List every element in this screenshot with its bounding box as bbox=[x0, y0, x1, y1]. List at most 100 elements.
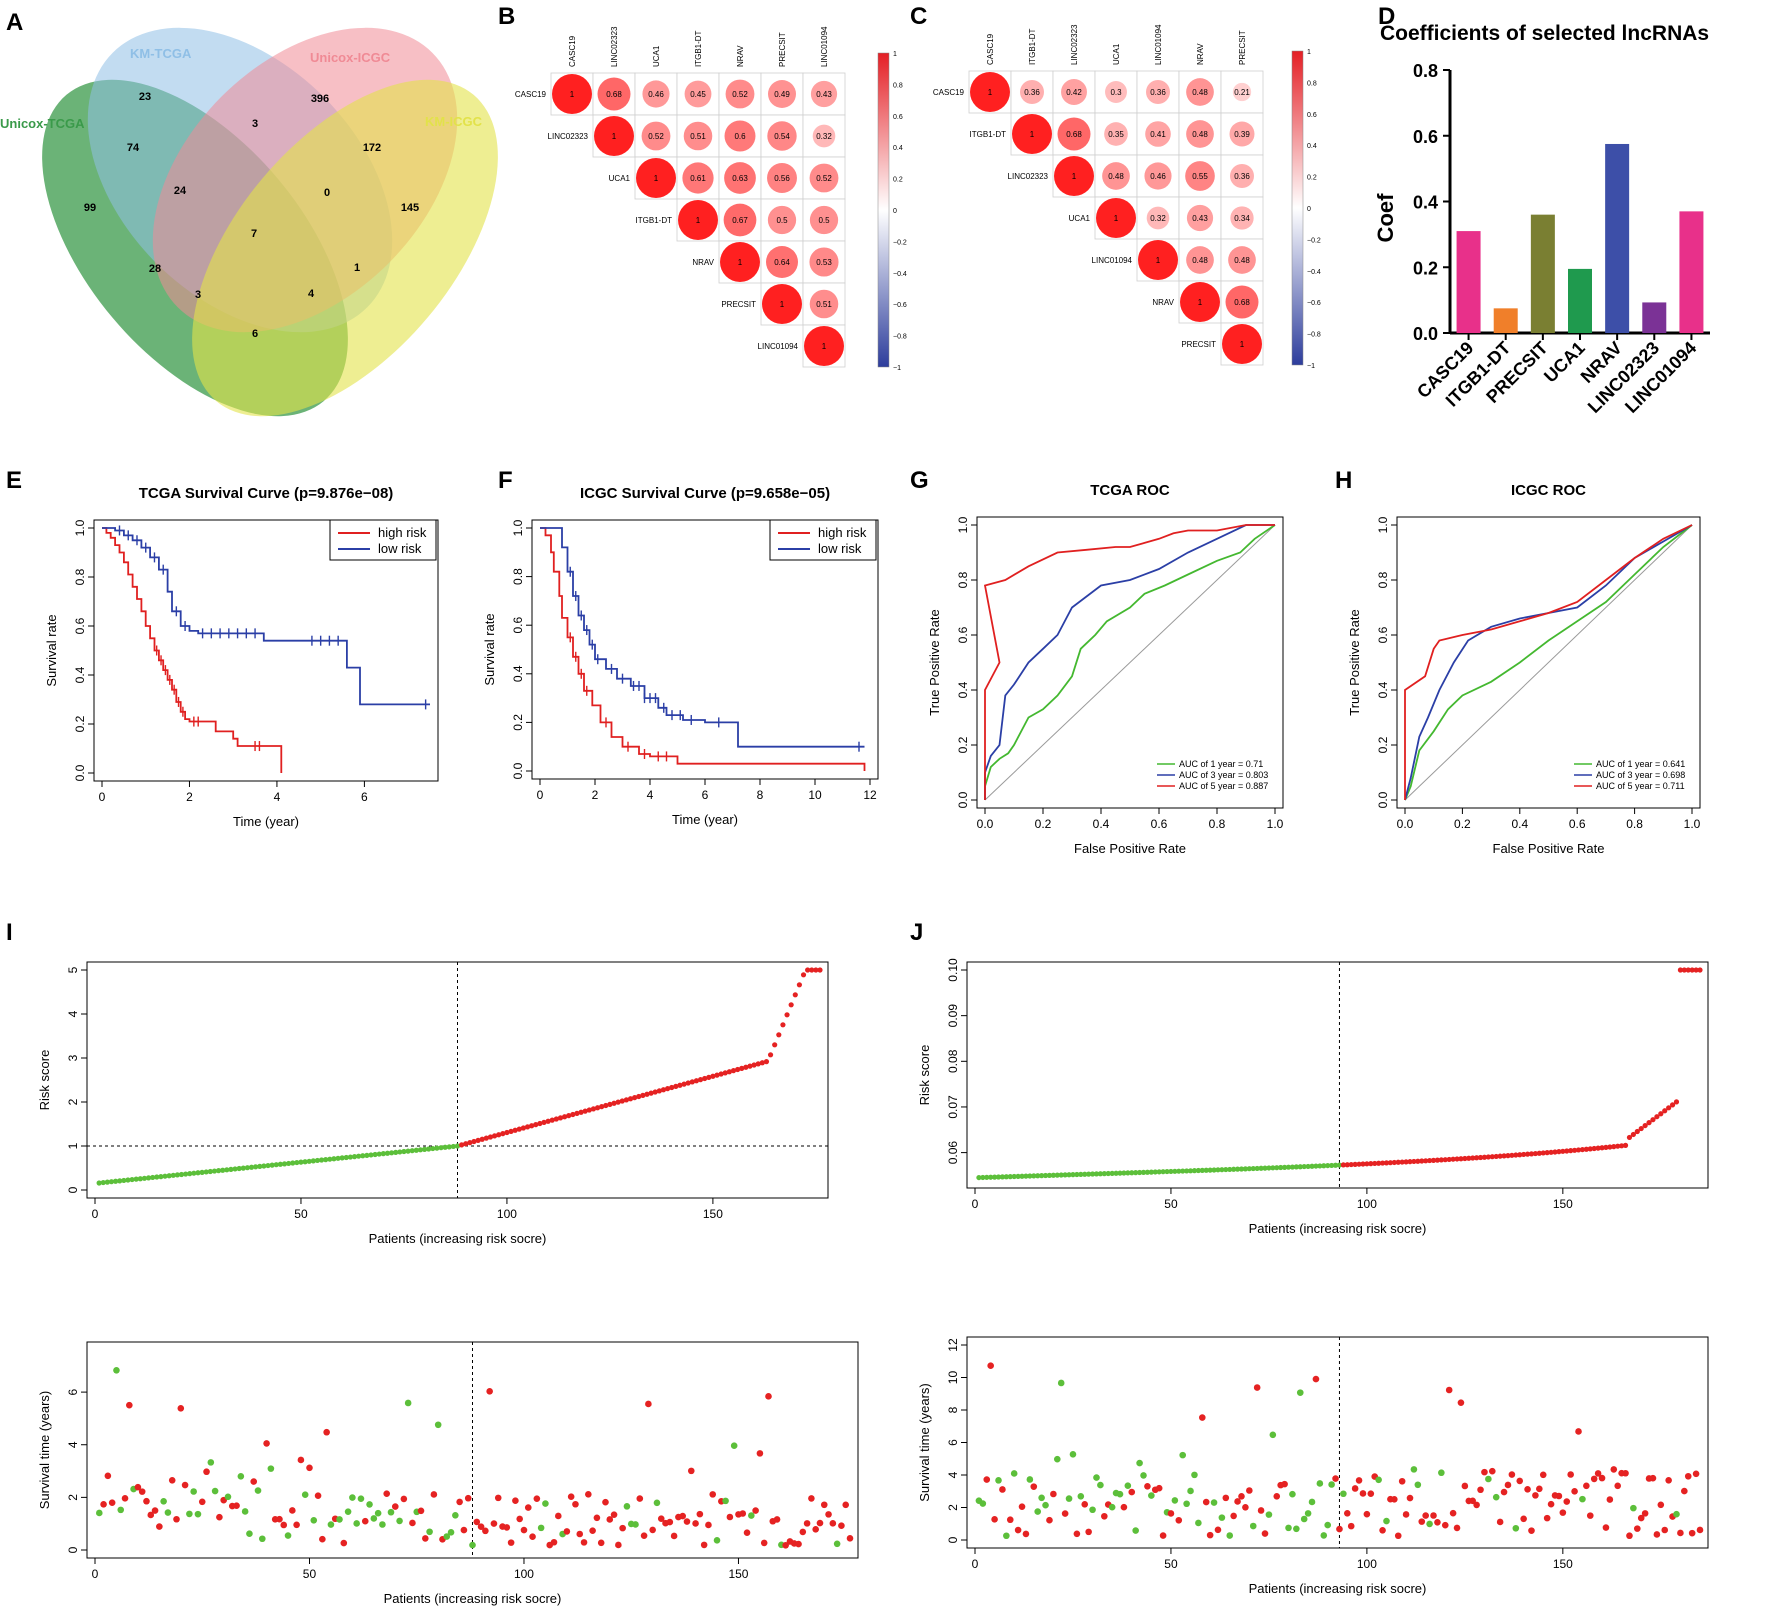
risk-score-point bbox=[516, 1126, 522, 1132]
survival-time-point bbox=[168, 1476, 176, 1484]
risk-score-point bbox=[1136, 1169, 1143, 1176]
risk-score-point bbox=[1356, 1161, 1362, 1167]
survival-time-point bbox=[1359, 1490, 1367, 1497]
corr-circle bbox=[642, 80, 670, 108]
risk-score-point bbox=[203, 1169, 209, 1175]
corr-circle bbox=[1186, 120, 1214, 148]
risk-score-point bbox=[1184, 1168, 1190, 1174]
survival-time-point bbox=[246, 1530, 253, 1538]
risk-score-point bbox=[1117, 1170, 1123, 1176]
survival-time-point bbox=[426, 1528, 433, 1536]
risk-score-point bbox=[1078, 1171, 1084, 1177]
risk-score-point bbox=[788, 1002, 794, 1008]
survival-time-point bbox=[602, 1498, 609, 1506]
corr-value-label: 0.36 bbox=[1150, 88, 1166, 97]
venn-region-count: 6 bbox=[252, 328, 258, 340]
survival-time-point bbox=[319, 1535, 326, 1543]
survival-time-point bbox=[469, 1541, 476, 1549]
risk-score-point bbox=[1470, 1155, 1476, 1161]
corr-row-label: UCA1 bbox=[609, 174, 631, 183]
risk-score-point bbox=[463, 1141, 469, 1147]
corr-circle bbox=[1185, 161, 1215, 191]
survival-time-point bbox=[799, 1528, 807, 1536]
survival-time-point bbox=[1191, 1471, 1198, 1479]
corr-circle bbox=[1012, 114, 1052, 154]
x-tick-label: 0.6 bbox=[1569, 817, 1586, 831]
survival-time-point bbox=[1085, 1528, 1092, 1536]
risk-score-point bbox=[380, 1151, 386, 1157]
survival-time-point bbox=[816, 1519, 824, 1527]
survival-time-point bbox=[1555, 1492, 1563, 1500]
y-tick-label: 0.6 bbox=[511, 617, 525, 634]
risk-score-point bbox=[1289, 1164, 1296, 1170]
survival-time-point bbox=[1571, 1488, 1578, 1495]
risk-score-point bbox=[512, 1127, 518, 1133]
survival-time-point bbox=[1253, 1384, 1261, 1391]
survival-time-point bbox=[597, 1539, 605, 1547]
corr-circle bbox=[1186, 78, 1214, 106]
corr-circle bbox=[678, 200, 718, 240]
risk-score-point bbox=[557, 1115, 564, 1121]
survival-time-point bbox=[1661, 1526, 1669, 1534]
corr-value-label: 1 bbox=[1198, 298, 1203, 307]
survival-time-point bbox=[1340, 1490, 1347, 1498]
risk-score-point bbox=[611, 1100, 617, 1106]
risk-score-point bbox=[277, 1161, 283, 1167]
risk-score-point bbox=[117, 1178, 123, 1184]
survival-time-point bbox=[1438, 1469, 1445, 1477]
corr-colorbar-tick: −1 bbox=[893, 365, 901, 372]
survival-time-point bbox=[1410, 1466, 1418, 1473]
y-tick-label: 1.0 bbox=[73, 519, 87, 536]
risk-score-point bbox=[475, 1137, 481, 1143]
bar-ytick-label: 0.8 bbox=[1413, 61, 1438, 81]
survival-time-point bbox=[1520, 1515, 1527, 1523]
corr-column-label: LINC02323 bbox=[610, 26, 619, 67]
survival-time-point bbox=[1543, 1514, 1551, 1522]
risk-score-point bbox=[228, 1166, 234, 1172]
risk-score-point bbox=[813, 967, 819, 973]
survival-time-point bbox=[512, 1497, 519, 1505]
survival-time-point bbox=[1132, 1527, 1139, 1534]
survival-time-point bbox=[1026, 1476, 1034, 1483]
survival-time-point bbox=[1206, 1531, 1214, 1539]
x-tick-label: 50 bbox=[294, 1207, 308, 1221]
risk-score-point bbox=[1568, 1148, 1574, 1154]
y-tick-label: 0.2 bbox=[73, 715, 87, 732]
risk-score-point bbox=[763, 1059, 770, 1065]
survival-time-point bbox=[1034, 1508, 1042, 1515]
corr-colorbar-tick: −0.4 bbox=[1307, 269, 1321, 276]
corr-value-label: 0.48 bbox=[1192, 256, 1208, 265]
risk-score-point bbox=[1466, 1155, 1472, 1161]
corr-colorbar-tick: 1 bbox=[1307, 49, 1311, 56]
survival-time-point bbox=[374, 1509, 382, 1517]
corr-circle bbox=[724, 162, 756, 194]
risk-score-point bbox=[405, 1148, 411, 1154]
venn-region-count: 28 bbox=[149, 263, 161, 275]
survival-time-point bbox=[1246, 1487, 1253, 1494]
risk-score-point bbox=[566, 1113, 572, 1119]
risk-score-point bbox=[607, 1101, 613, 1107]
risk-score-point bbox=[314, 1157, 321, 1164]
corr-value-label: 1 bbox=[988, 88, 993, 97]
survival-time-point bbox=[293, 1521, 300, 1529]
survival-time-point bbox=[1504, 1481, 1512, 1489]
risk-score-point bbox=[1023, 1173, 1029, 1179]
survival-time-point bbox=[692, 1520, 699, 1527]
survival-time-point bbox=[353, 1520, 360, 1527]
risk-score-point bbox=[1285, 1164, 1292, 1170]
bar bbox=[1679, 211, 1704, 333]
risk-score-point bbox=[1681, 967, 1687, 973]
km-legend-label: low risk bbox=[818, 541, 862, 556]
corr-value-label: 1 bbox=[570, 90, 575, 99]
survival-time-point bbox=[327, 1521, 335, 1528]
risk-score-point bbox=[1474, 1155, 1480, 1161]
risk-score-point bbox=[442, 1144, 448, 1150]
risk-score-point bbox=[1340, 1162, 1346, 1168]
y-tick-label: 1.0 bbox=[956, 516, 970, 533]
y-tick-label: 5 bbox=[66, 966, 80, 973]
corr-circle bbox=[810, 80, 838, 108]
risk-score-point bbox=[1003, 1174, 1009, 1180]
risk-score-point bbox=[368, 1152, 374, 1158]
risk-score-point bbox=[1556, 1149, 1562, 1155]
